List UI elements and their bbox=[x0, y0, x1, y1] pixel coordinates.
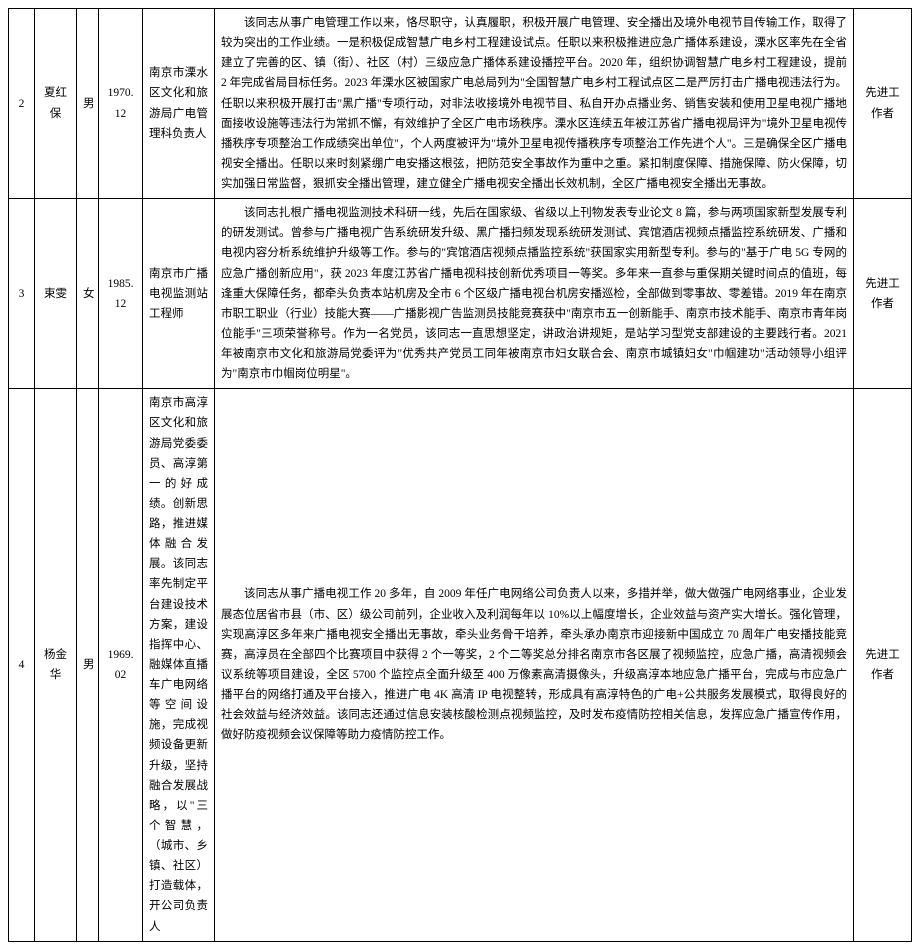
table-row: 4 杨金华 男 1969.02 南京市高淳区文化和旅游局党委委员、高淳第一的好成… bbox=[9, 389, 912, 941]
cell-gender: 男 bbox=[77, 389, 99, 941]
cell-name: 束雯 bbox=[35, 199, 77, 389]
cell-award: 先进工作者 bbox=[854, 389, 912, 941]
table-row: 3 束雯 女 1985.12 南京市广播电视监测站工程师 该同志扎根广播电视监测… bbox=[9, 199, 912, 389]
cell-name: 杨金华 bbox=[35, 389, 77, 941]
cell-unit: 南京市广播电视监测站工程师 bbox=[143, 199, 215, 389]
cell-idx: 4 bbox=[9, 389, 35, 941]
cell-name: 夏红保 bbox=[35, 9, 77, 199]
cell-unit: 南京市高淳区文化和旅游局党委委员、高淳第一的好成绩。创新思路，推进媒体融合发展。… bbox=[143, 389, 215, 941]
cell-birth: 1985.12 bbox=[99, 199, 143, 389]
cell-award: 先进工作者 bbox=[854, 9, 912, 199]
cell-gender: 男 bbox=[77, 9, 99, 199]
personnel-table: 2 夏红保 男 1970.12 南京市溧水区文化和旅游局广电管理科负责人 该同志… bbox=[8, 8, 912, 942]
cell-desc: 该同志扎根广播电视监测技术科研一线，先后在国家级、省级以上刊物发表专业论文 8 … bbox=[215, 199, 854, 389]
cell-unit: 南京市溧水区文化和旅游局广电管理科负责人 bbox=[143, 9, 215, 199]
cell-idx: 2 bbox=[9, 9, 35, 199]
cell-award: 先进工作者 bbox=[854, 199, 912, 389]
table-row: 2 夏红保 男 1970.12 南京市溧水区文化和旅游局广电管理科负责人 该同志… bbox=[9, 9, 912, 199]
cell-birth: 1970.12 bbox=[99, 9, 143, 199]
cell-birth: 1969.02 bbox=[99, 389, 143, 941]
cell-desc: 该同志从事广电管理工作以来，恪尽职守，认真履职，积极开展广电管理、安全播出及境外… bbox=[215, 9, 854, 199]
cell-idx: 3 bbox=[9, 199, 35, 389]
cell-gender: 女 bbox=[77, 199, 99, 389]
cell-desc: 该同志从事广播电视工作 20 多年，自 2009 年任广电网络公司负责人以来，多… bbox=[215, 389, 854, 941]
